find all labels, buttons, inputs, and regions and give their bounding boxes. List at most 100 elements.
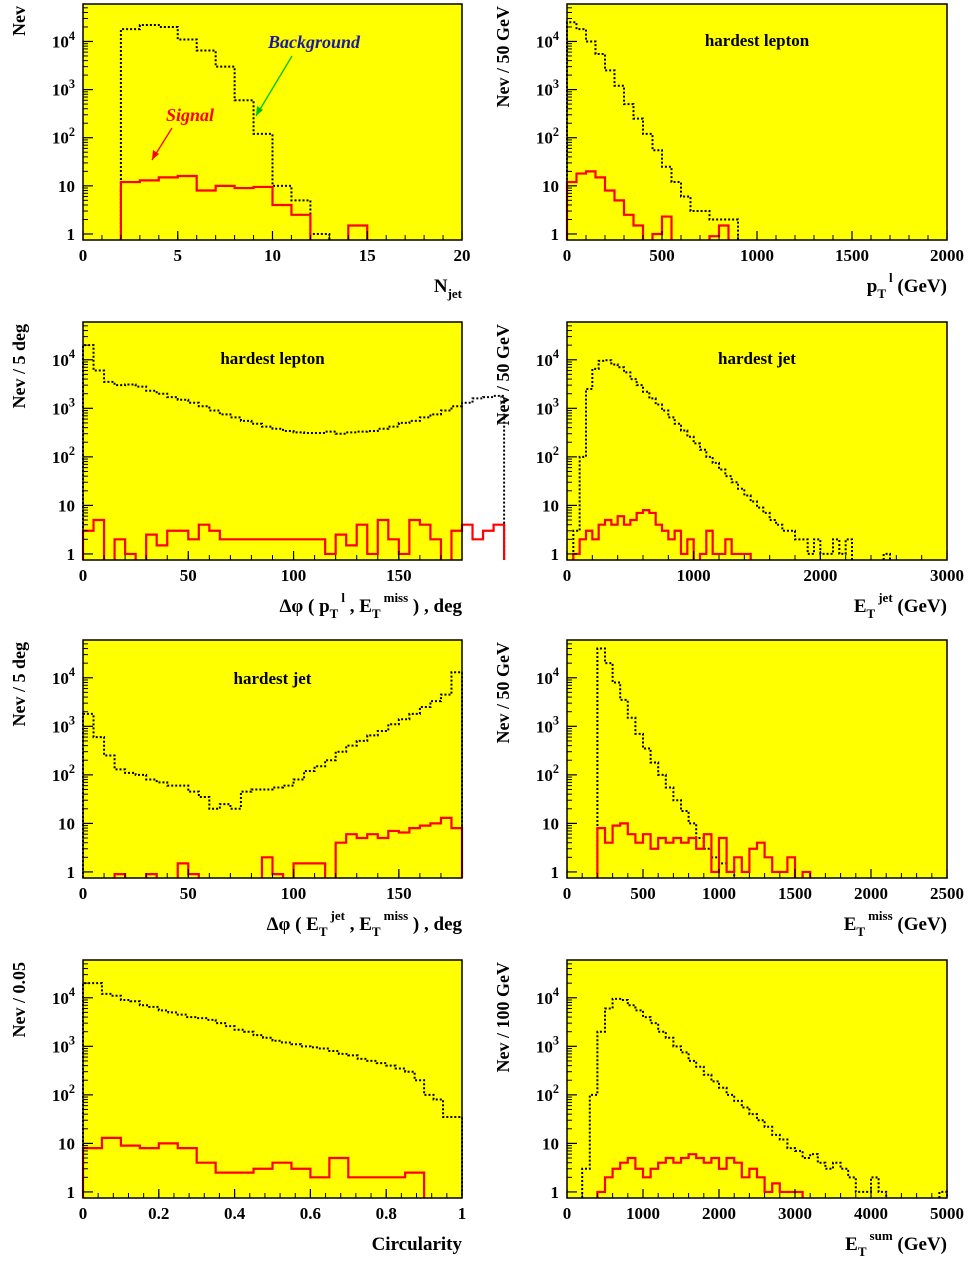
y-tick-label: 1: [551, 863, 560, 882]
y-tick-label: 103: [536, 396, 559, 419]
y-axis-label: Nev / 50 GeV: [493, 642, 513, 743]
x-axis-label: Δφ ( ET jet , ET miss ) , deg: [267, 908, 463, 939]
x-tick-label: 1500: [835, 246, 869, 265]
x-tick-label: 2500: [930, 884, 964, 903]
y-axis-label: Nev / 0.05: [9, 962, 29, 1038]
y-tick-label: 102: [536, 444, 559, 467]
x-tick-label: 3000: [778, 1204, 812, 1223]
x-tick-label: 1000: [740, 246, 774, 265]
chart-panel-ptl: 0 500 1000 1500 2000 1 10 102 103 104 Nev / 50 GeV…: [493, 3, 964, 301]
y-tick-label: 104: [52, 985, 75, 1008]
panel-annotation: hardest jet: [234, 669, 312, 688]
x-tick-label: 0: [79, 566, 88, 585]
x-tick-label: 150: [386, 884, 412, 903]
y-axis-label: Nev / 100 GeV: [493, 962, 513, 1072]
chart-panel-dphi_l: 0 50 100 150 1 10 102 103 104 Nev / 5 deg Δφ ( pT …: [9, 321, 506, 621]
x-tick-label: 2000: [803, 566, 837, 585]
y-tick-label: 103: [536, 77, 559, 100]
plot-frame: [566, 639, 948, 879]
signal-histogram-etsum: [596, 1153, 804, 1198]
y-tick-label: 103: [52, 1034, 75, 1057]
y-tick-label: 10: [542, 177, 559, 196]
x-tick-label: 3000: [930, 566, 964, 585]
background-legend-label: Background: [267, 32, 361, 52]
x-axis-label: ET sum (GeV): [845, 1228, 947, 1259]
plot-frame: [566, 959, 948, 1199]
x-tick-label: 15: [359, 246, 376, 265]
x-axis-label: ET jet (GeV): [854, 590, 947, 621]
x-tick-label: 0: [79, 1204, 88, 1223]
x-tick-label: 0: [563, 884, 572, 903]
y-axis-label: Nev / 50 GeV: [493, 324, 513, 425]
y-axis-label: Nev / 5 deg: [9, 642, 29, 727]
y-tick-label: 104: [536, 29, 559, 52]
y-tick-label: 102: [536, 1082, 559, 1105]
y-tick-label: 1: [551, 1183, 560, 1202]
x-axis-label: pT l (GeV): [867, 270, 947, 301]
plot-area: [83, 322, 462, 560]
x-tick-label: 100: [281, 884, 307, 903]
y-tick-label: 102: [536, 762, 559, 785]
y-tick-label: 104: [52, 347, 75, 370]
y-tick-label: 102: [52, 1082, 75, 1105]
y-tick-label: 1: [551, 225, 560, 244]
x-tick-label: 50: [180, 884, 197, 903]
y-tick-label: 1: [67, 225, 76, 244]
background-arrow: [255, 55, 293, 117]
background-arrow-head: [256, 106, 263, 116]
plot-area: [83, 960, 462, 1198]
background-histogram-circ: [82, 982, 463, 1198]
x-tick-label: 0.6: [300, 1204, 321, 1223]
y-tick-label: 102: [52, 762, 75, 785]
x-tick-label: 20: [454, 246, 471, 265]
y-axis-label: Nev: [9, 6, 29, 36]
x-tick-label: 1000: [677, 566, 711, 585]
plot-frame: [566, 321, 948, 561]
y-tick-label: 10: [58, 814, 75, 833]
y-tick-label: 10: [58, 177, 75, 196]
x-tick-label: 1000: [702, 884, 736, 903]
signal-histogram-ptl: [565, 170, 730, 240]
chart-panel-njet: 0 5 10 15 20 1 10 102 103 104 Nev Njet Background Sig…: [9, 3, 471, 301]
y-tick-label: 103: [52, 714, 75, 737]
y-tick-label: 104: [536, 985, 559, 1008]
x-tick-label: 10: [264, 246, 281, 265]
y-tick-label: 103: [52, 77, 75, 100]
y-tick-label: 10: [58, 496, 75, 515]
y-tick-label: 102: [52, 125, 75, 148]
y-tick-label: 104: [536, 347, 559, 370]
signal-histogram-dphi_l: [81, 518, 506, 560]
x-tick-label: 1: [458, 1204, 467, 1223]
y-axis-label: Nev / 5 deg: [9, 324, 29, 409]
panel-annotation: hardest lepton: [220, 349, 325, 368]
y-tick-label: 1: [67, 863, 76, 882]
background-histogram-dphi_l: [82, 344, 506, 560]
y-tick-label: 104: [52, 665, 75, 688]
x-tick-label: 1000: [626, 1204, 660, 1223]
y-tick-label: 1: [67, 1183, 76, 1202]
y-tick-label: 10: [542, 496, 559, 515]
x-tick-label: 0.4: [224, 1204, 246, 1223]
x-tick-label: 5000: [930, 1204, 964, 1223]
plot-area: [83, 640, 462, 878]
x-tick-label: 150: [386, 566, 412, 585]
y-tick-label: 103: [536, 1034, 559, 1057]
x-tick-label: 0: [79, 884, 88, 903]
signal-legend-label: Signal: [166, 105, 214, 125]
x-tick-label: 1500: [778, 884, 812, 903]
y-tick-label: 103: [52, 396, 75, 419]
background-histogram-etjet: [572, 359, 891, 560]
background-histogram-etmiss: [596, 647, 736, 878]
y-axis-label: Nev / 50 GeV: [493, 6, 513, 107]
signal-histogram-dphi_j: [113, 816, 464, 878]
panel-annotation: hardest jet: [718, 349, 796, 368]
panel-annotation: hardest lepton: [705, 31, 810, 50]
y-tick-label: 10: [542, 814, 559, 833]
x-tick-label: 50: [180, 566, 197, 585]
y-tick-label: 104: [536, 665, 559, 688]
plot-frame: [82, 959, 463, 1199]
y-tick-label: 10: [58, 1134, 75, 1153]
x-axis-label: Njet: [434, 276, 463, 301]
signal-histogram-circ: [81, 1136, 426, 1198]
